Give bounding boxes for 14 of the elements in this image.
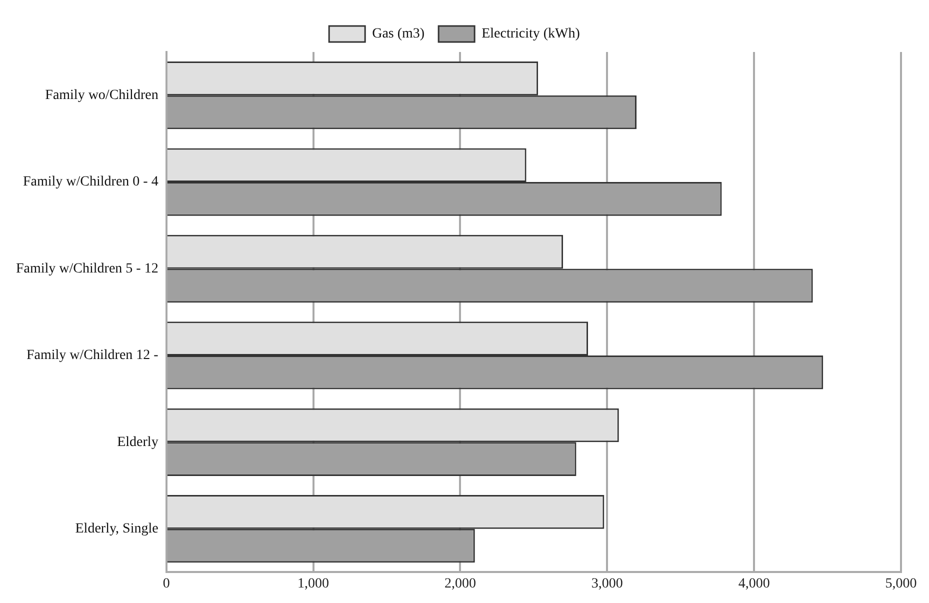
legend-label: Electricity (kWh) [482, 26, 580, 42]
y-tick-label: Family w/Children 5 - 12 [16, 261, 158, 276]
x-tick-label: 3,000 [591, 576, 623, 592]
y-tick-label: Family w/Children 0 - 4 [22, 174, 158, 190]
x-tick-label: 0 [162, 576, 170, 592]
x-tick-label: 1,000 [298, 576, 330, 592]
y-tick-label: Elderly [117, 434, 158, 450]
x-tick-label: 2,000 [444, 576, 476, 592]
x-tick-label: 5,000 [885, 576, 917, 592]
y-tick-label: Family w/Children 12 - [26, 348, 159, 364]
x-tick-label: 4,000 [738, 576, 770, 592]
legend-label: Gas (m3) [372, 26, 425, 42]
y-tick-label: Family wo/Children [45, 88, 158, 104]
y-tick-label: Elderly, Single [75, 522, 158, 537]
